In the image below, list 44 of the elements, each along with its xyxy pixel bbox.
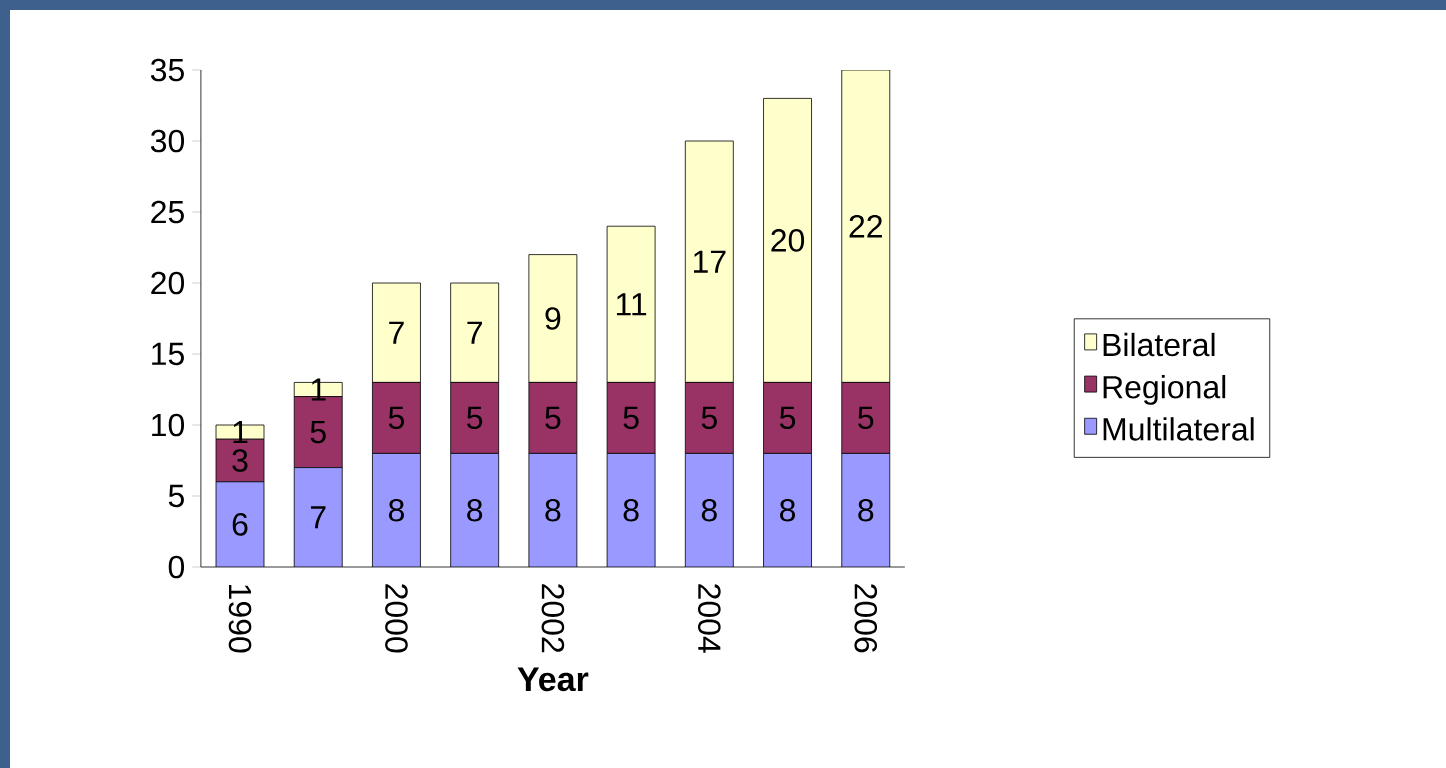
data-label: 1 bbox=[233, 421, 248, 444]
x-tick-label: 1990 bbox=[228, 585, 252, 653]
data-label: 22 bbox=[849, 215, 882, 238]
data-label: 1 bbox=[311, 378, 326, 401]
data-label: 5 bbox=[779, 406, 796, 430]
x-tick-label: 2006 bbox=[854, 584, 878, 653]
y-tick-label: 0 bbox=[168, 555, 185, 579]
y-tick-label: 35 bbox=[150, 58, 184, 82]
legend-label: Multilateral bbox=[1103, 417, 1254, 441]
x-tick-label: 2002 bbox=[541, 584, 565, 653]
data-label: 8 bbox=[858, 498, 874, 522]
x-tick-label: 2004 bbox=[697, 584, 721, 653]
y-tick-label: 25 bbox=[151, 200, 184, 224]
data-label: 6 bbox=[232, 513, 248, 536]
data-label: 8 bbox=[467, 498, 483, 522]
x-axis-title: Year bbox=[517, 667, 589, 692]
data-label: 5 bbox=[545, 406, 561, 430]
x-tick-label: 2000 bbox=[385, 584, 408, 653]
y-tick-label: 15 bbox=[152, 342, 184, 366]
data-label: 7 bbox=[310, 506, 326, 529]
data-label: 5 bbox=[388, 406, 404, 430]
data-label: 20 bbox=[771, 229, 805, 252]
data-label: 8 bbox=[780, 498, 796, 522]
data-label: 5 bbox=[858, 406, 874, 430]
data-label: 9 bbox=[545, 307, 561, 330]
data-label: 11 bbox=[616, 293, 647, 316]
y-tick-label: 5 bbox=[168, 484, 184, 508]
data-label: 5 bbox=[623, 406, 639, 430]
y-tick-label: 10 bbox=[152, 413, 185, 437]
data-label: 8 bbox=[388, 498, 404, 522]
data-label: 7 bbox=[467, 321, 482, 344]
data-label: 5 bbox=[467, 406, 483, 430]
data-label: 7 bbox=[389, 321, 404, 344]
legend-label: Bilateral bbox=[1103, 332, 1215, 357]
data-label: 8 bbox=[545, 498, 561, 522]
data-label: 5 bbox=[310, 420, 326, 444]
y-tick-label: 20 bbox=[151, 271, 185, 295]
data-label: 17 bbox=[693, 250, 726, 273]
data-label: 3 bbox=[232, 449, 248, 472]
y-tick-label: 30 bbox=[150, 129, 185, 153]
data-label: 8 bbox=[623, 498, 639, 522]
data-label: 5 bbox=[701, 406, 717, 430]
legend-label: Regional bbox=[1103, 375, 1226, 405]
data-label: 8 bbox=[701, 498, 717, 522]
